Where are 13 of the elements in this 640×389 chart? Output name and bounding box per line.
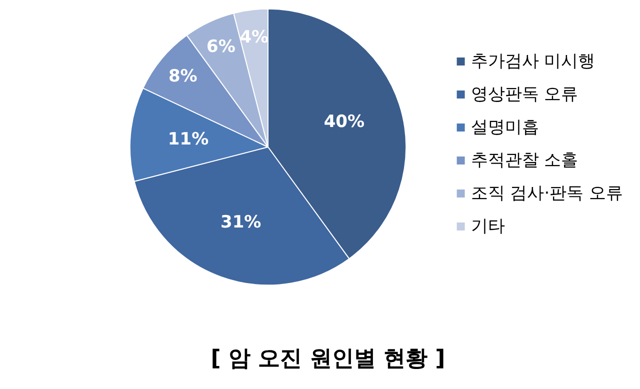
legend-label: 설명미흡	[470, 118, 539, 138]
data-label: 8%	[168, 66, 198, 87]
legend-label: 조직 검사·판독 오류	[470, 184, 624, 204]
data-label: 4%	[240, 27, 269, 48]
text: [ 암 오진 원인별 현황 ]	[210, 346, 446, 372]
data-label: 6%	[206, 37, 236, 58]
legend-label: 추적관찰 소홀	[470, 150, 578, 170]
legend-label: 영상판독 오류	[470, 84, 578, 104]
data-label: 40%	[324, 112, 365, 132]
legend-label: 기타	[470, 216, 505, 236]
data-label: 11%	[168, 129, 209, 150]
legend-label: 추가검사 미시행	[470, 52, 596, 72]
data-label: 31%	[220, 212, 262, 232]
